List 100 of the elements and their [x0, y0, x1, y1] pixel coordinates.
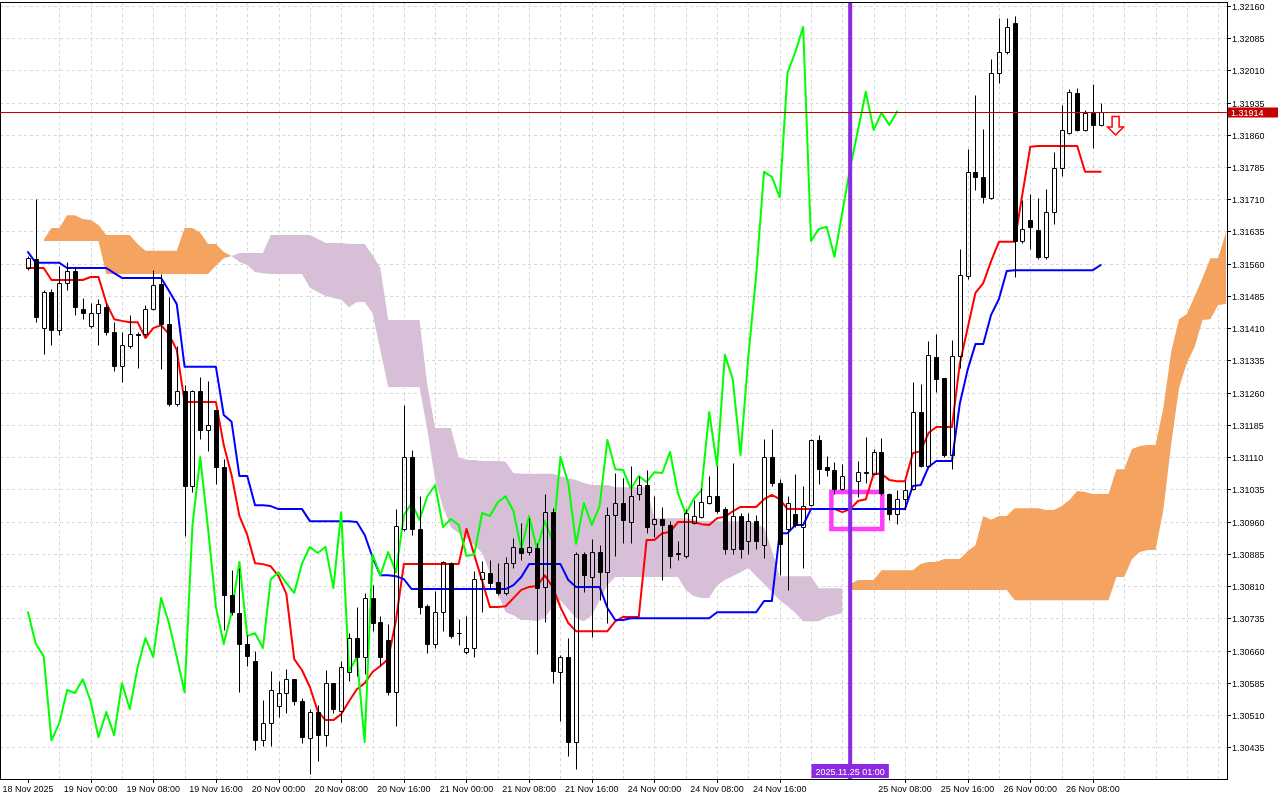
candlestick	[464, 616, 469, 655]
candlestick	[449, 562, 454, 639]
y-tick-label: 1.30510	[1232, 710, 1265, 721]
y-tick-label: 1.31035	[1232, 484, 1265, 495]
candlestick	[159, 274, 164, 370]
candlestick	[472, 571, 477, 658]
candlestick	[331, 683, 336, 714]
candlestick	[284, 669, 289, 714]
candlestick	[707, 476, 712, 505]
candlestick	[371, 585, 376, 632]
candlestick	[1075, 88, 1080, 132]
x-tick-label: 20 Nov 08:00	[314, 784, 368, 794]
candlestick	[887, 493, 892, 521]
candlestick	[1060, 105, 1065, 177]
candlestick	[1044, 189, 1049, 260]
candlestick	[480, 561, 485, 613]
candlestick	[895, 490, 900, 525]
candlestick	[190, 390, 195, 493]
candlestick	[112, 322, 117, 372]
candlestick	[363, 593, 368, 675]
candlestick	[566, 638, 571, 757]
candlestick	[96, 299, 101, 346]
candlestick	[598, 545, 603, 601]
candlestick	[1091, 84, 1096, 149]
candlestick	[73, 267, 78, 316]
candlestick	[386, 624, 391, 696]
candlestick	[981, 129, 986, 204]
candlestick	[511, 538, 516, 569]
candlestick	[832, 462, 837, 495]
candlestick	[637, 476, 642, 501]
candlestick	[418, 496, 423, 615]
candlestick	[535, 543, 540, 655]
candlestick	[645, 470, 650, 534]
candlestick	[676, 541, 681, 561]
candlestick	[723, 507, 728, 555]
candlestick	[253, 651, 258, 751]
candlestick	[684, 509, 689, 559]
candlestick	[308, 709, 313, 775]
candlestick	[652, 496, 657, 538]
x-tick-label: 21 Nov 16:00	[564, 784, 619, 794]
candlestick	[746, 513, 751, 555]
candlestick	[825, 456, 830, 477]
candlestick	[347, 633, 352, 682]
candlestick	[558, 655, 563, 722]
candlestick	[762, 439, 767, 559]
candlestick	[49, 289, 54, 346]
candlestick	[57, 266, 62, 336]
candlestick	[128, 315, 133, 349]
x-tick-label: 21 Nov 08:00	[502, 784, 556, 794]
candlestick	[1013, 16, 1018, 278]
candlestick	[817, 435, 822, 485]
candlestick	[950, 340, 955, 470]
y-tick-label: 1.31485	[1232, 291, 1265, 302]
candlestick	[206, 381, 211, 452]
y-tick-label: 1.31410	[1232, 323, 1265, 334]
candlestick	[699, 488, 704, 519]
y-tick-label: 1.31935	[1232, 98, 1265, 109]
candlestick	[89, 303, 94, 329]
x-tick-label: 24 Nov 16:00	[752, 784, 807, 794]
x-tick-label: 25 Nov 08:00	[878, 784, 932, 794]
candlestick	[668, 521, 673, 569]
y-tick-label: 1.32085	[1232, 33, 1265, 44]
y-tick-label: 1.32160	[1232, 1, 1265, 12]
x-tick-label: 2025.11.25 01:00	[815, 766, 885, 777]
candlestick	[175, 346, 180, 407]
y-tick-label: 1.30660	[1232, 646, 1265, 657]
y-tick-label: 1.30735	[1232, 613, 1265, 624]
candlestick	[81, 298, 86, 320]
candlestick	[339, 661, 344, 723]
candlestick	[551, 508, 556, 684]
candlestick	[504, 557, 509, 596]
candlestick	[378, 616, 383, 667]
candlestick	[590, 539, 595, 638]
candlestick	[1067, 89, 1072, 135]
candlestick	[324, 670, 329, 747]
candlestick	[739, 513, 744, 559]
candlestick	[488, 560, 493, 589]
x-tick-label: 20 Nov 16:00	[377, 784, 431, 794]
ref-line-label: 1.31914	[1231, 107, 1264, 118]
candlestick	[1052, 152, 1057, 225]
x-tick-label: 24 Nov 08:00	[690, 784, 744, 794]
candlestick	[230, 570, 235, 616]
y-tick-label: 1.31185	[1232, 420, 1264, 431]
x-tick-label: 26 Nov 08:00	[1066, 784, 1120, 794]
candlestick	[245, 635, 250, 667]
candlestick	[457, 619, 462, 646]
candlestick	[292, 679, 297, 706]
candlestick	[872, 449, 877, 476]
candlestick	[574, 552, 579, 770]
x-tick-label: 19 Nov 08:00	[126, 784, 181, 794]
candlestick	[261, 700, 266, 747]
candlestick	[942, 378, 947, 458]
y-tick-label: 1.31560	[1232, 259, 1265, 270]
y-tick-label: 1.30810	[1232, 581, 1265, 592]
candlestick	[582, 552, 587, 593]
candlestick	[660, 507, 665, 581]
candlestick	[143, 305, 148, 337]
y-tick-label: 1.30435	[1232, 742, 1265, 753]
candlestick	[1020, 200, 1025, 244]
candlestick	[793, 474, 798, 528]
